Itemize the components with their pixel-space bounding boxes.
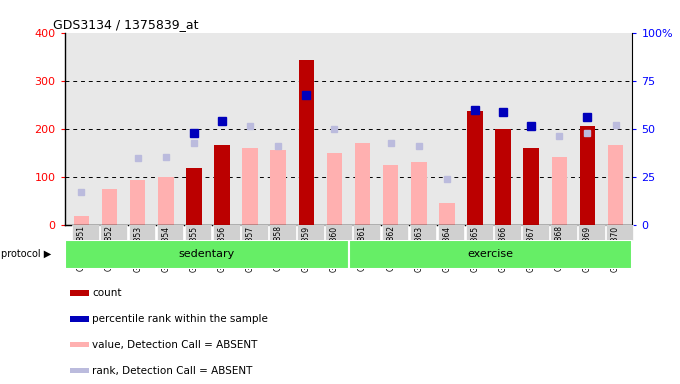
Text: GSM184861: GSM184861	[358, 225, 367, 271]
Bar	[551, 157, 567, 225]
Bar	[101, 225, 127, 240]
Text: protocol ▶: protocol ▶	[1, 249, 52, 260]
Bar	[213, 225, 239, 240]
Bar	[494, 225, 521, 240]
Text: GSM184870: GSM184870	[611, 225, 620, 271]
Text: value, Detection Call = ABSENT: value, Detection Call = ABSENT	[92, 339, 258, 349]
Text: exercise: exercise	[467, 249, 513, 260]
Bar	[383, 165, 398, 225]
Text: rank, Detection Call = ABSENT: rank, Detection Call = ABSENT	[92, 366, 252, 376]
Text: GSM184866: GSM184866	[498, 225, 507, 271]
Text: GSM184857: GSM184857	[245, 225, 254, 271]
Text: sedentary: sedentary	[178, 249, 235, 260]
Bar	[65, 240, 348, 269]
Bar	[70, 367, 89, 373]
Bar	[242, 148, 258, 225]
Bar	[73, 216, 89, 225]
Text: GSM184860: GSM184860	[330, 225, 339, 271]
Bar	[607, 225, 633, 240]
Text: percentile rank within the sample: percentile rank within the sample	[92, 314, 268, 324]
Bar	[355, 143, 371, 225]
Bar	[578, 225, 605, 240]
Bar	[297, 225, 324, 240]
Bar	[214, 146, 230, 225]
Bar	[130, 180, 146, 225]
Text: GSM184852: GSM184852	[105, 225, 114, 271]
Bar	[411, 162, 426, 225]
Text: GSM184867: GSM184867	[527, 225, 536, 271]
Text: GSM184862: GSM184862	[386, 225, 395, 271]
Text: GSM184868: GSM184868	[555, 225, 564, 271]
Text: GSM184853: GSM184853	[133, 225, 142, 271]
Bar	[102, 189, 118, 225]
Text: GDS3134 / 1375839_at: GDS3134 / 1375839_at	[53, 18, 199, 31]
Bar	[325, 225, 352, 240]
Bar	[522, 225, 549, 240]
Text: GSM184865: GSM184865	[471, 225, 479, 271]
Bar	[271, 150, 286, 225]
Text: count: count	[92, 288, 122, 298]
Bar	[579, 126, 595, 225]
Bar	[608, 146, 624, 225]
Bar	[550, 225, 577, 240]
Bar	[467, 111, 483, 225]
Bar	[70, 290, 89, 296]
Bar	[348, 240, 632, 269]
Bar	[129, 225, 155, 240]
Text: GSM184856: GSM184856	[218, 225, 226, 271]
Bar	[70, 316, 89, 321]
Text: GSM184863: GSM184863	[414, 225, 423, 271]
Text: GSM184858: GSM184858	[274, 225, 283, 271]
Text: GSM184869: GSM184869	[583, 225, 592, 271]
Bar	[299, 60, 314, 225]
Bar	[466, 225, 492, 240]
Text: GSM184851: GSM184851	[77, 225, 86, 271]
Bar	[524, 148, 539, 225]
Bar	[158, 177, 173, 225]
Bar	[269, 225, 296, 240]
Bar	[438, 225, 464, 240]
Text: GSM184855: GSM184855	[190, 225, 199, 271]
Bar	[70, 342, 89, 348]
Bar	[439, 203, 455, 225]
Text: GSM184854: GSM184854	[161, 225, 170, 271]
Text: GSM184864: GSM184864	[443, 225, 452, 271]
Bar	[495, 129, 511, 225]
Bar	[326, 153, 342, 225]
Bar	[185, 225, 211, 240]
Bar	[354, 225, 380, 240]
Bar	[409, 225, 437, 240]
Bar	[156, 225, 184, 240]
Bar	[381, 225, 408, 240]
Bar	[186, 168, 202, 225]
Bar	[241, 225, 268, 240]
Bar	[72, 225, 99, 240]
Text: GSM184859: GSM184859	[302, 225, 311, 271]
